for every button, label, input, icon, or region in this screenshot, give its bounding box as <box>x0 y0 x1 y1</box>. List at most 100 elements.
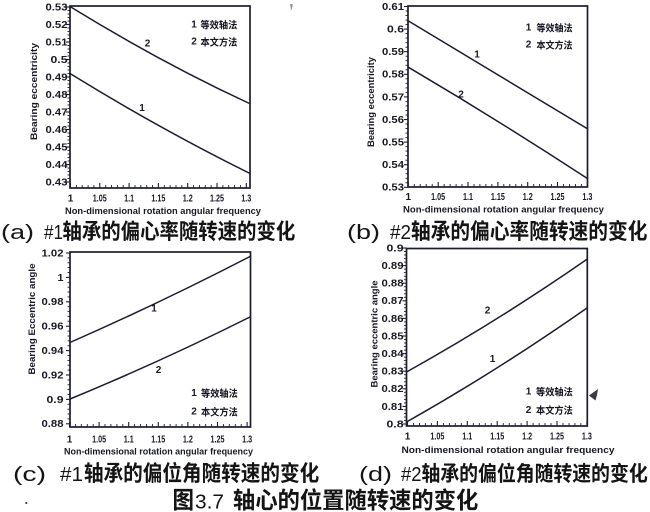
svg-text:0.83: 0.83 <box>382 367 404 378</box>
svg-text:0.89: 0.89 <box>382 261 404 272</box>
svg-text:1.1: 1.1 <box>124 194 134 205</box>
svg-text:1.02: 1.02 <box>42 248 64 259</box>
svg-text:1: 1 <box>139 103 145 114</box>
svg-text:0.94: 0.94 <box>42 346 64 357</box>
svg-text:0.46: 0.46 <box>46 125 68 136</box>
svg-text:0.49: 0.49 <box>46 72 68 83</box>
svg-text:0.6: 0.6 <box>387 25 405 36</box>
svg-text:1.2: 1.2 <box>522 432 532 443</box>
svg-text:Bearing eccentric angle: Bearing eccentric angle <box>370 281 381 388</box>
svg-text:1: 1 <box>191 20 197 31</box>
svg-text:(b): (b) <box>347 222 380 244</box>
svg-text:1.3: 1.3 <box>582 432 592 443</box>
svg-text:0.87: 0.87 <box>382 296 404 307</box>
svg-text:0.56: 0.56 <box>382 115 404 126</box>
svg-text:1: 1 <box>191 388 197 399</box>
svg-text:1.15: 1.15 <box>490 432 504 443</box>
svg-text:1.1: 1.1 <box>124 435 134 446</box>
svg-text:1.2: 1.2 <box>183 194 193 205</box>
svg-text:1.05: 1.05 <box>430 432 444 443</box>
svg-text:1.25: 1.25 <box>210 194 224 205</box>
svg-text:0.85: 0.85 <box>382 331 404 342</box>
svg-text:1: 1 <box>58 273 64 284</box>
svg-text:2: 2 <box>526 40 532 51</box>
svg-text:0.9: 0.9 <box>387 243 405 254</box>
svg-text:0.44: 0.44 <box>46 160 68 171</box>
svg-text:#2: #2 <box>401 464 422 486</box>
svg-text:1: 1 <box>67 435 73 446</box>
svg-text:1.05: 1.05 <box>92 435 106 446</box>
svg-text:0.5: 0.5 <box>51 55 69 66</box>
svg-text:0.59: 0.59 <box>382 47 404 58</box>
svg-text:1: 1 <box>151 304 157 315</box>
svg-text:(d): (d) <box>359 464 392 486</box>
svg-text:3.7: 3.7 <box>195 492 224 512</box>
svg-text:1.25: 1.25 <box>551 192 565 203</box>
svg-text:1: 1 <box>526 23 532 34</box>
svg-text:#2: #2 <box>390 222 411 244</box>
svg-text:2: 2 <box>145 39 151 50</box>
svg-text:1.3: 1.3 <box>241 194 251 205</box>
svg-text:(a): (a) <box>1 222 34 244</box>
svg-text:Bearing eccentricity: Bearing eccentricity <box>29 42 40 140</box>
svg-text:Non-dimensional rotation angul: Non-dimensional rotation angular frequen… <box>64 447 254 458</box>
svg-text:1.3: 1.3 <box>242 435 252 446</box>
svg-text:1.2: 1.2 <box>183 435 193 446</box>
svg-text:1.05: 1.05 <box>93 194 107 205</box>
svg-text:0.61: 0.61 <box>382 2 404 13</box>
svg-text:0.43: 0.43 <box>46 177 68 188</box>
svg-text:0.51: 0.51 <box>46 37 68 48</box>
svg-text:0.47: 0.47 <box>46 107 68 118</box>
svg-text:0.84: 0.84 <box>382 349 404 360</box>
svg-text:2: 2 <box>485 306 491 317</box>
svg-text:0.48: 0.48 <box>46 90 68 101</box>
svg-text:0.53: 0.53 <box>46 2 68 13</box>
svg-text:Non-dimensional rotation angul: Non-dimensional rotation angular frequen… <box>65 206 262 217</box>
svg-text:1: 1 <box>490 354 496 365</box>
svg-text:#1: #1 <box>44 222 63 244</box>
svg-text:1.1: 1.1 <box>462 432 472 443</box>
svg-text:(c): (c) <box>13 464 46 486</box>
svg-text:#1: #1 <box>60 464 83 486</box>
svg-text:0.96: 0.96 <box>42 322 64 333</box>
svg-text:1: 1 <box>406 192 412 203</box>
svg-text:1: 1 <box>526 387 532 398</box>
svg-text:0.81: 0.81 <box>382 402 404 413</box>
svg-text:0.88: 0.88 <box>42 419 64 430</box>
svg-text:0.8: 0.8 <box>387 419 405 430</box>
svg-text:2: 2 <box>526 405 532 416</box>
svg-text:0.55: 0.55 <box>382 138 404 149</box>
svg-text:Non-dimensional rotation angul: Non-dimensional rotation angular frequen… <box>402 445 616 456</box>
svg-text:Bearing Eccentric angle: Bearing Eccentric angle <box>27 264 38 375</box>
svg-text:0.98: 0.98 <box>42 297 64 308</box>
svg-text:1.25: 1.25 <box>550 432 564 443</box>
svg-text:0.54: 0.54 <box>382 160 404 171</box>
svg-text:1: 1 <box>405 432 411 443</box>
svg-text:1.1: 1.1 <box>463 192 473 203</box>
svg-text:1.15: 1.15 <box>151 194 165 205</box>
svg-text:0.9: 0.9 <box>47 395 65 406</box>
svg-text:1: 1 <box>68 194 74 205</box>
svg-text:0.82: 0.82 <box>382 384 404 395</box>
svg-text:1.15: 1.15 <box>151 435 165 446</box>
svg-text:0.53: 0.53 <box>382 183 404 194</box>
svg-text:0.88: 0.88 <box>382 279 404 290</box>
svg-text:1.3: 1.3 <box>582 192 592 203</box>
svg-text:0.58: 0.58 <box>382 70 404 81</box>
svg-text:1: 1 <box>474 50 480 61</box>
svg-text:1.25: 1.25 <box>211 435 225 446</box>
svg-text:1.15: 1.15 <box>491 192 505 203</box>
svg-text:0.57: 0.57 <box>382 92 404 103</box>
svg-text:0.92: 0.92 <box>42 370 64 381</box>
svg-text:0.52: 0.52 <box>46 20 68 31</box>
svg-text:Non-dimensional rotation angul: Non-dimensional rotation angular frequen… <box>403 205 605 216</box>
svg-text:Bearing eccentricity: Bearing eccentricity <box>366 56 377 147</box>
svg-text:0.86: 0.86 <box>382 314 404 325</box>
svg-text:2: 2 <box>458 90 464 101</box>
svg-text:1.05: 1.05 <box>431 192 445 203</box>
svg-text:2: 2 <box>191 37 197 48</box>
svg-text:2: 2 <box>156 365 162 376</box>
svg-text:0.45: 0.45 <box>46 142 68 153</box>
svg-text:1.2: 1.2 <box>523 192 533 203</box>
svg-text:2: 2 <box>191 407 197 418</box>
